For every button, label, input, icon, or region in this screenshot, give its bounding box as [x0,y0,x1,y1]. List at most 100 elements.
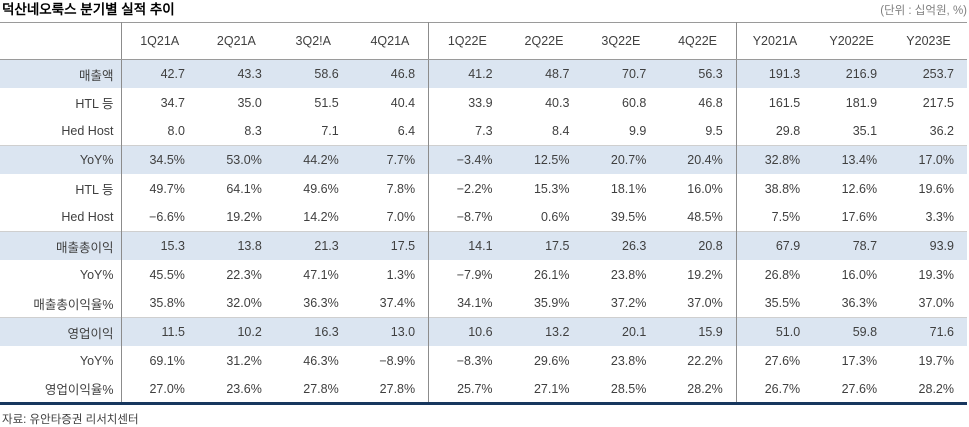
cell: 45.5% [149,267,185,282]
column-header: Y2023E [890,22,967,60]
cell: 40.3 [545,95,570,110]
cell: 20.1 [582,317,660,347]
cell: 37.0% [659,289,737,318]
cell: 46.8 [351,59,430,89]
table-header-bar: 덕산네오룩스 분기별 실적 추이 (단위 : 십억원, %) [0,0,969,22]
cell: −6.6% [149,210,185,225]
source-note: 자료: 유안타증권 리서치센터 [2,414,139,427]
cell: 53.0% [197,145,275,175]
cell: 20.8 [659,231,737,261]
cell: 27.1% [533,381,570,396]
cell: 36.3% [841,296,878,311]
cell: −3.4% [428,145,506,175]
cell: 49.6% [303,181,339,196]
cell: 46.3% [303,353,339,368]
cell: 7.8% [351,174,430,203]
cell: 71.6 [890,317,967,347]
cell: 13.2 [505,317,583,347]
cell: 0.6% [540,210,570,225]
row-label: 영업이익 [0,317,122,347]
cell: 10.6 [428,317,506,347]
row-label: YoY% [0,346,122,376]
cell: 27.6% [764,353,801,368]
row-label: 매출총이익율% [0,289,122,318]
cell: 28.5% [610,381,647,396]
cell: 34.1% [457,296,493,311]
cell: 7.7% [351,145,430,175]
cell: 253.7 [890,59,967,89]
cell: 16.3 [274,317,352,347]
cell: 7.0% [351,202,430,232]
table-row: Hed Host −6.6% 19.2% 14.2% 7.0% −8.7% 0.6% 39.5… [0,202,967,232]
cell: 33.9 [468,95,493,110]
cell: 29.8 [775,123,801,138]
cell: 21.3 [274,231,352,261]
row-label: 매출총이익 [0,231,122,261]
cell: 12.6% [841,181,878,196]
cell: 64.1% [226,181,262,196]
cell: 7.3 [475,123,493,138]
cell: 29.6% [533,353,570,368]
cell: −8.7% [456,210,493,225]
cell: 12.5% [505,145,583,175]
cell: 22.3% [226,267,262,282]
cell: 51.0 [736,317,814,347]
column-header: 3Q2!A [274,22,352,60]
column-header: 4Q21A [351,22,430,60]
row-label: HTL 등 [0,174,122,203]
cell: 25.7% [457,381,493,396]
cell: 48.7 [505,59,583,89]
cell: 27.8% [303,381,339,396]
cell: 36.2 [929,123,954,138]
column-header: 3Q22E [582,22,660,60]
table-row: 영업이익 11.5 10.2 16.3 13.0 10.6 13.2 20.1 15.9 51.0… [0,317,967,347]
cell: 19.2% [659,260,737,289]
cell: 27.0% [149,381,185,396]
cell: 7.5% [771,210,801,225]
row-label: YoY% [0,260,122,289]
cell: 19.7% [918,353,954,368]
cell: 48.5% [659,202,737,232]
cell: −7.9% [456,267,493,282]
table-row: HTL 등 49.7% 64.1% 49.6% 7.8% −2.2% 15.3% 18.1% 1… [0,174,967,203]
cell: 26.8% [764,267,801,282]
cell: 28.2% [659,375,737,404]
quarterly-results-table: 1Q21A 2Q21A 3Q2!A 4Q21A 1Q22E 2Q22E 3Q22E 4Q22E… [0,22,967,406]
cell: 20.4% [659,145,737,175]
cell: 26.3 [582,231,660,261]
cell: 47.1% [303,267,339,282]
column-header-row: 1Q21A 2Q21A 3Q2!A 4Q21A 1Q22E 2Q22E 3Q22E 4Q22E… [0,22,967,60]
cell: 23.8% [610,353,647,368]
cell: 37.4% [351,289,430,318]
cell: 39.5% [610,210,647,225]
cell: 9.5 [659,116,737,146]
cell: 49.7% [149,181,185,196]
cell: 14.2% [303,210,339,225]
cell: 36.3% [303,296,339,311]
table-row: 영업이익율% 27.0% 23.6% 27.8% 27.8% 25.7% 27.1% 28.5… [0,375,967,404]
cell: 17.6% [841,210,878,225]
row-label: Hed Host [0,202,122,232]
cell: 15.3 [121,231,198,261]
column-header: 2Q21A [197,22,275,60]
column-header: 1Q21A [121,22,198,60]
cell: 58.6 [274,59,352,89]
cell: 27.8% [351,375,430,404]
table-row: YoY% 45.5% 22.3% 47.1% 1.3% −7.9% 26.1% 23.8% 19… [0,260,967,289]
cell: 8.3 [244,123,262,138]
cell: −8.9% [351,346,430,376]
table-row: HTL 등 34.7 35.0 51.5 40.4 33.9 40.3 60.8 46.8 161… [0,88,967,117]
cell: 42.7 [121,59,198,89]
cell: 40.4 [351,88,430,117]
cell: 9.9 [628,123,647,138]
cell: 7.1 [321,123,339,138]
cell: −8.3% [456,353,493,368]
cell: 161.5 [768,95,801,110]
column-header: 1Q22E [428,22,506,60]
column-header: Y2021A [736,22,814,60]
cell: 59.8 [813,317,891,347]
cell: 70.7 [582,59,660,89]
cell: 34.5% [121,145,198,175]
cell: 17.0% [890,145,967,175]
unit-note: (단위 : 십억원, %) [880,5,967,17]
